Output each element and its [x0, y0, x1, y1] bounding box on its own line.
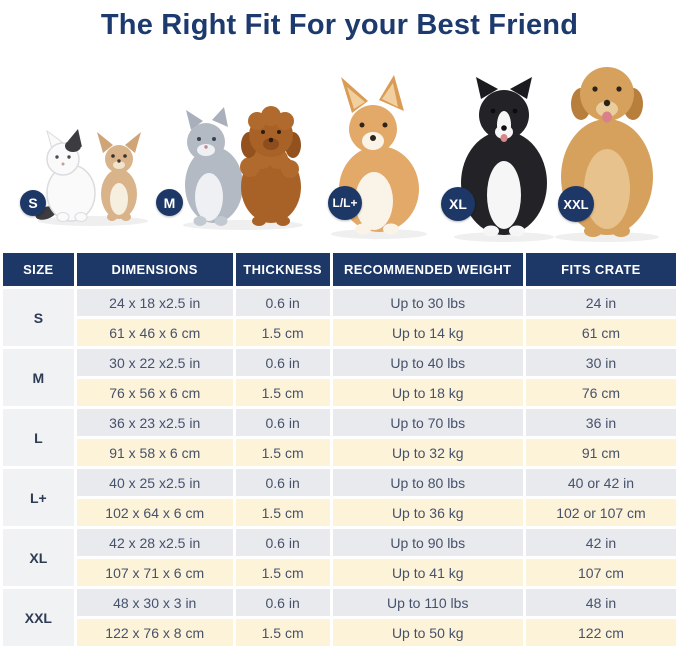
- weight-cell: Up to 32 kg: [332, 439, 523, 466]
- weight-cell: Up to 14 kg: [332, 319, 523, 346]
- table-row: L+ 40 x 25 x2.5 in 0.6 in Up to 80 lbs 4…: [3, 469, 676, 526]
- crate-cell: 91 cm: [525, 439, 676, 466]
- size-badge-m: M: [156, 189, 183, 216]
- crate-cell: 40 or 42 in: [525, 469, 676, 496]
- crate-cell: 102 or 107 cm: [525, 499, 676, 526]
- size-label-xxl: XXL: [3, 589, 74, 646]
- table-row: S 24 x 18 x2.5 in 0.6 in Up to 30 lbs 24…: [3, 289, 676, 346]
- gray-cat-illustration: [185, 107, 243, 226]
- crate-cell: 24 in: [525, 289, 676, 316]
- white-cat-illustration: [35, 129, 96, 222]
- size-badge-s: S: [20, 190, 46, 216]
- weight-cell: Up to 30 lbs: [332, 289, 523, 316]
- column-header-weight: RECOMMENDED WEIGHT: [332, 253, 523, 286]
- pets-illustration-band: S M L/L+ XL XXL: [0, 47, 679, 250]
- column-header-fits-crate: FITS CRATE: [525, 253, 676, 286]
- thickness-cell: 1.5 cm: [235, 619, 330, 646]
- dimensions-cell: 102 x 64 x 6 cm: [76, 499, 233, 526]
- crate-cell: 61 cm: [525, 319, 676, 346]
- crate-cell: 107 cm: [525, 559, 676, 586]
- thickness-cell: 1.5 cm: [235, 379, 330, 406]
- column-header-thickness: THICKNESS: [235, 253, 330, 286]
- dimensions-cell: 122 x 76 x 8 cm: [76, 619, 233, 646]
- size-chart-table: SIZE DIMENSIONS THICKNESS RECOMMENDED WE…: [0, 250, 679, 649]
- table-row: XL 42 x 28 x2.5 in 0.6 in Up to 90 lbs 4…: [3, 529, 676, 586]
- thickness-cell: 0.6 in: [235, 289, 330, 316]
- size-badge-xxl: XXL: [558, 186, 594, 222]
- poodle-illustration: [240, 106, 301, 226]
- crate-cell: 48 in: [525, 589, 676, 616]
- thickness-cell: 0.6 in: [235, 529, 330, 556]
- weight-cell: Up to 36 kg: [332, 499, 523, 526]
- weight-cell: Up to 18 kg: [332, 379, 523, 406]
- crate-cell: 42 in: [525, 529, 676, 556]
- table-header-row: SIZE DIMENSIONS THICKNESS RECOMMENDED WE…: [3, 253, 676, 286]
- thickness-cell: 1.5 cm: [235, 319, 330, 346]
- thickness-cell: 1.5 cm: [235, 499, 330, 526]
- weight-cell: Up to 90 lbs: [332, 529, 523, 556]
- dimensions-cell: 61 x 46 x 6 cm: [76, 319, 233, 346]
- size-badge-l-lplus: L/L+: [328, 186, 362, 220]
- column-header-size: SIZE: [3, 253, 74, 286]
- dimensions-cell: 40 x 25 x2.5 in: [76, 469, 233, 496]
- size-label-s: S: [3, 289, 74, 346]
- size-badge-xl: XL: [441, 187, 475, 221]
- table-row: 102 x 64 x 6 cm 1.5 cm Up to 36 kg 102 o…: [3, 499, 676, 526]
- size-label-l: L: [3, 409, 74, 466]
- thickness-cell: 0.6 in: [235, 469, 330, 496]
- shadows: [38, 216, 659, 242]
- weight-cell: Up to 40 lbs: [332, 349, 523, 376]
- dimensions-cell: 48 x 30 x 3 in: [76, 589, 233, 616]
- weight-cell: Up to 41 kg: [332, 559, 523, 586]
- crate-cell: 76 cm: [525, 379, 676, 406]
- golden-retriever-illustration: [561, 67, 653, 237]
- size-label-m: M: [3, 349, 74, 406]
- weight-cell: Up to 110 lbs: [332, 589, 523, 616]
- size-label-xl: XL: [3, 529, 74, 586]
- weight-cell: Up to 80 lbs: [332, 469, 523, 496]
- weight-cell: Up to 50 kg: [332, 619, 523, 646]
- page-title: The Right Fit For your Best Friend: [100, 9, 579, 41]
- table-row: L 36 x 23 x2.5 in 0.6 in Up to 70 lbs 36…: [3, 409, 676, 466]
- table-row: 61 x 46 x 6 cm 1.5 cm Up to 14 kg 61 cm: [3, 319, 676, 346]
- thickness-cell: 0.6 in: [235, 589, 330, 616]
- crate-cell: 36 in: [525, 409, 676, 436]
- table-row: M 30 x 22 x2.5 in 0.6 in Up to 40 lbs 30…: [3, 349, 676, 406]
- weight-cell: Up to 70 lbs: [332, 409, 523, 436]
- column-header-dimensions: DIMENSIONS: [76, 253, 233, 286]
- thickness-cell: 0.6 in: [235, 409, 330, 436]
- crate-cell: 30 in: [525, 349, 676, 376]
- table-row: XXL 48 x 30 x 3 in 0.6 in Up to 110 lbs …: [3, 589, 676, 646]
- border-collie-illustration: [461, 77, 547, 237]
- table-row: 107 x 71 x 6 cm 1.5 cm Up to 41 kg 107 c…: [3, 559, 676, 586]
- dimensions-cell: 76 x 56 x 6 cm: [76, 379, 233, 406]
- pets-illustration: [35, 67, 659, 242]
- dimensions-cell: 30 x 22 x2.5 in: [76, 349, 233, 376]
- table-row: 76 x 56 x 6 cm 1.5 cm Up to 18 kg 76 cm: [3, 379, 676, 406]
- thickness-cell: 1.5 cm: [235, 439, 330, 466]
- size-label-lplus: L+: [3, 469, 74, 526]
- thickness-cell: 1.5 cm: [235, 559, 330, 586]
- chihuahua-illustration: [97, 132, 141, 221]
- dimensions-cell: 36 x 23 x2.5 in: [76, 409, 233, 436]
- dimensions-cell: 107 x 71 x 6 cm: [76, 559, 233, 586]
- dimensions-cell: 24 x 18 x2.5 in: [76, 289, 233, 316]
- dimensions-cell: 91 x 58 x 6 cm: [76, 439, 233, 466]
- table-row: 91 x 58 x 6 cm 1.5 cm Up to 32 kg 91 cm: [3, 439, 676, 466]
- dimensions-cell: 42 x 28 x2.5 in: [76, 529, 233, 556]
- crate-cell: 122 cm: [525, 619, 676, 646]
- table-row: 122 x 76 x 8 cm 1.5 cm Up to 50 kg 122 c…: [3, 619, 676, 646]
- thickness-cell: 0.6 in: [235, 349, 330, 376]
